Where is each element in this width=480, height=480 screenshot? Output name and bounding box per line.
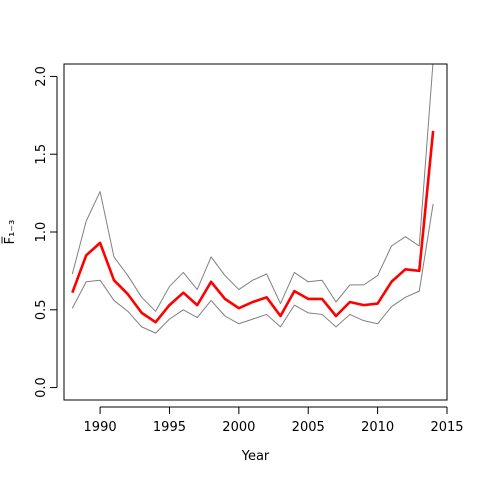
series-line-estimate (71, 130, 435, 324)
x-tick-label: 2000 (222, 420, 255, 435)
x-tick-label: 2005 (292, 420, 325, 435)
y-axis-label: F̅₁₋₃ (2, 220, 18, 245)
y-tick-label: 0.5 (34, 299, 49, 320)
x-axis-label: Year (241, 449, 270, 464)
x-tick-label: 1990 (84, 420, 117, 435)
x-axis: 1990 1995 2000 2005 2010 2015 (84, 406, 464, 435)
y-tick-label: 2.0 (34, 66, 49, 87)
y-tick-label: 0.0 (34, 377, 49, 398)
y-tick-label: 1.5 (34, 144, 49, 165)
plot-frame (63, 63, 448, 401)
x-tick-label: 1995 (153, 420, 186, 435)
series-line-lower (71, 203, 434, 334)
y-tick-label: 1.0 (34, 222, 49, 243)
x-tick-label: 2015 (430, 420, 463, 435)
x-tick-label: 2010 (361, 420, 394, 435)
y-axis: 0.0 0.5 1.0 1.5 2.0 (34, 66, 58, 398)
series-layer (71, 64, 435, 334)
series-line-upper (71, 64, 434, 312)
